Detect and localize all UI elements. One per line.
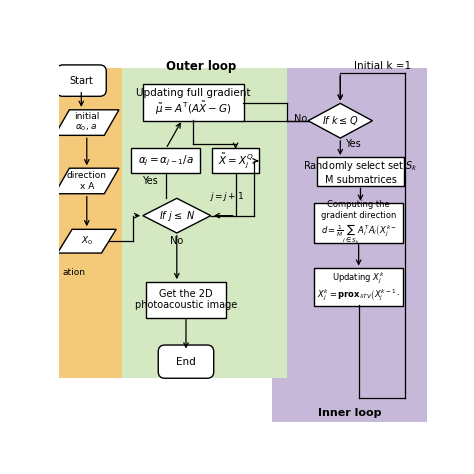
Polygon shape [57,229,116,253]
Text: Start: Start [69,76,93,86]
FancyBboxPatch shape [212,148,259,173]
Text: direction
x A: direction x A [67,171,107,191]
FancyBboxPatch shape [59,68,177,378]
Text: Yes: Yes [345,139,361,149]
FancyBboxPatch shape [158,345,214,378]
Text: Outer loop: Outer loop [165,60,236,73]
Text: No: No [293,114,307,124]
Text: If $j\leq$ N: If $j\leq$ N [159,209,195,223]
FancyBboxPatch shape [272,68,427,422]
Text: $\tilde{X} = X_j^Q$: $\tilde{X} = X_j^Q$ [218,152,254,170]
FancyBboxPatch shape [314,203,403,243]
Text: Yes: Yes [143,176,158,186]
Polygon shape [143,198,211,233]
Text: Updating full gradient
$\tilde{\mu} = A^{\mathrm{T}}\left(A\tilde{X}-G\right)$: Updating full gradient $\tilde{\mu} = A^… [136,88,251,118]
FancyBboxPatch shape [314,268,403,306]
FancyBboxPatch shape [56,65,106,96]
FancyBboxPatch shape [131,148,201,173]
Text: $\alpha_j = \alpha_{j-1}/a$: $\alpha_j = \alpha_{j-1}/a$ [138,154,194,168]
Text: If $k\leq Q$: If $k\leq Q$ [322,114,358,127]
Text: Initial k =1: Initial k =1 [354,61,411,71]
FancyBboxPatch shape [146,282,226,318]
Text: End: End [176,356,196,366]
Text: initial
$\alpha_0$, $a$: initial $\alpha_0$, $a$ [74,112,100,133]
Text: Inner loop: Inner loop [318,408,381,418]
FancyBboxPatch shape [122,68,287,378]
Text: Updating $X_j^k$
$X_j^k = \mathbf{prox}_{\lambda TV}\left(X_j^{k-1}\cdot\right.$: Updating $X_j^k$ $X_j^k = \mathbf{prox}_… [317,270,401,303]
Text: Get the 2D
photoacoustic image: Get the 2D photoacoustic image [135,289,237,310]
FancyBboxPatch shape [317,157,404,186]
Text: $X_0$: $X_0$ [81,235,93,247]
Polygon shape [55,110,119,136]
Polygon shape [55,168,119,194]
Text: $j=j+1$: $j=j+1$ [209,190,244,203]
Text: Computing the
gradient direction
$d = \frac{1}{M}\sum_{i\in S_k} A_i^{\mathrm{T}: Computing the gradient direction $d = \f… [321,201,397,246]
FancyBboxPatch shape [143,84,244,120]
Text: ation: ation [63,268,85,277]
Text: Randomly select set $S_k$
M submatrices: Randomly select set $S_k$ M submatrices [303,159,418,185]
Text: No: No [170,236,183,246]
Polygon shape [308,103,373,138]
